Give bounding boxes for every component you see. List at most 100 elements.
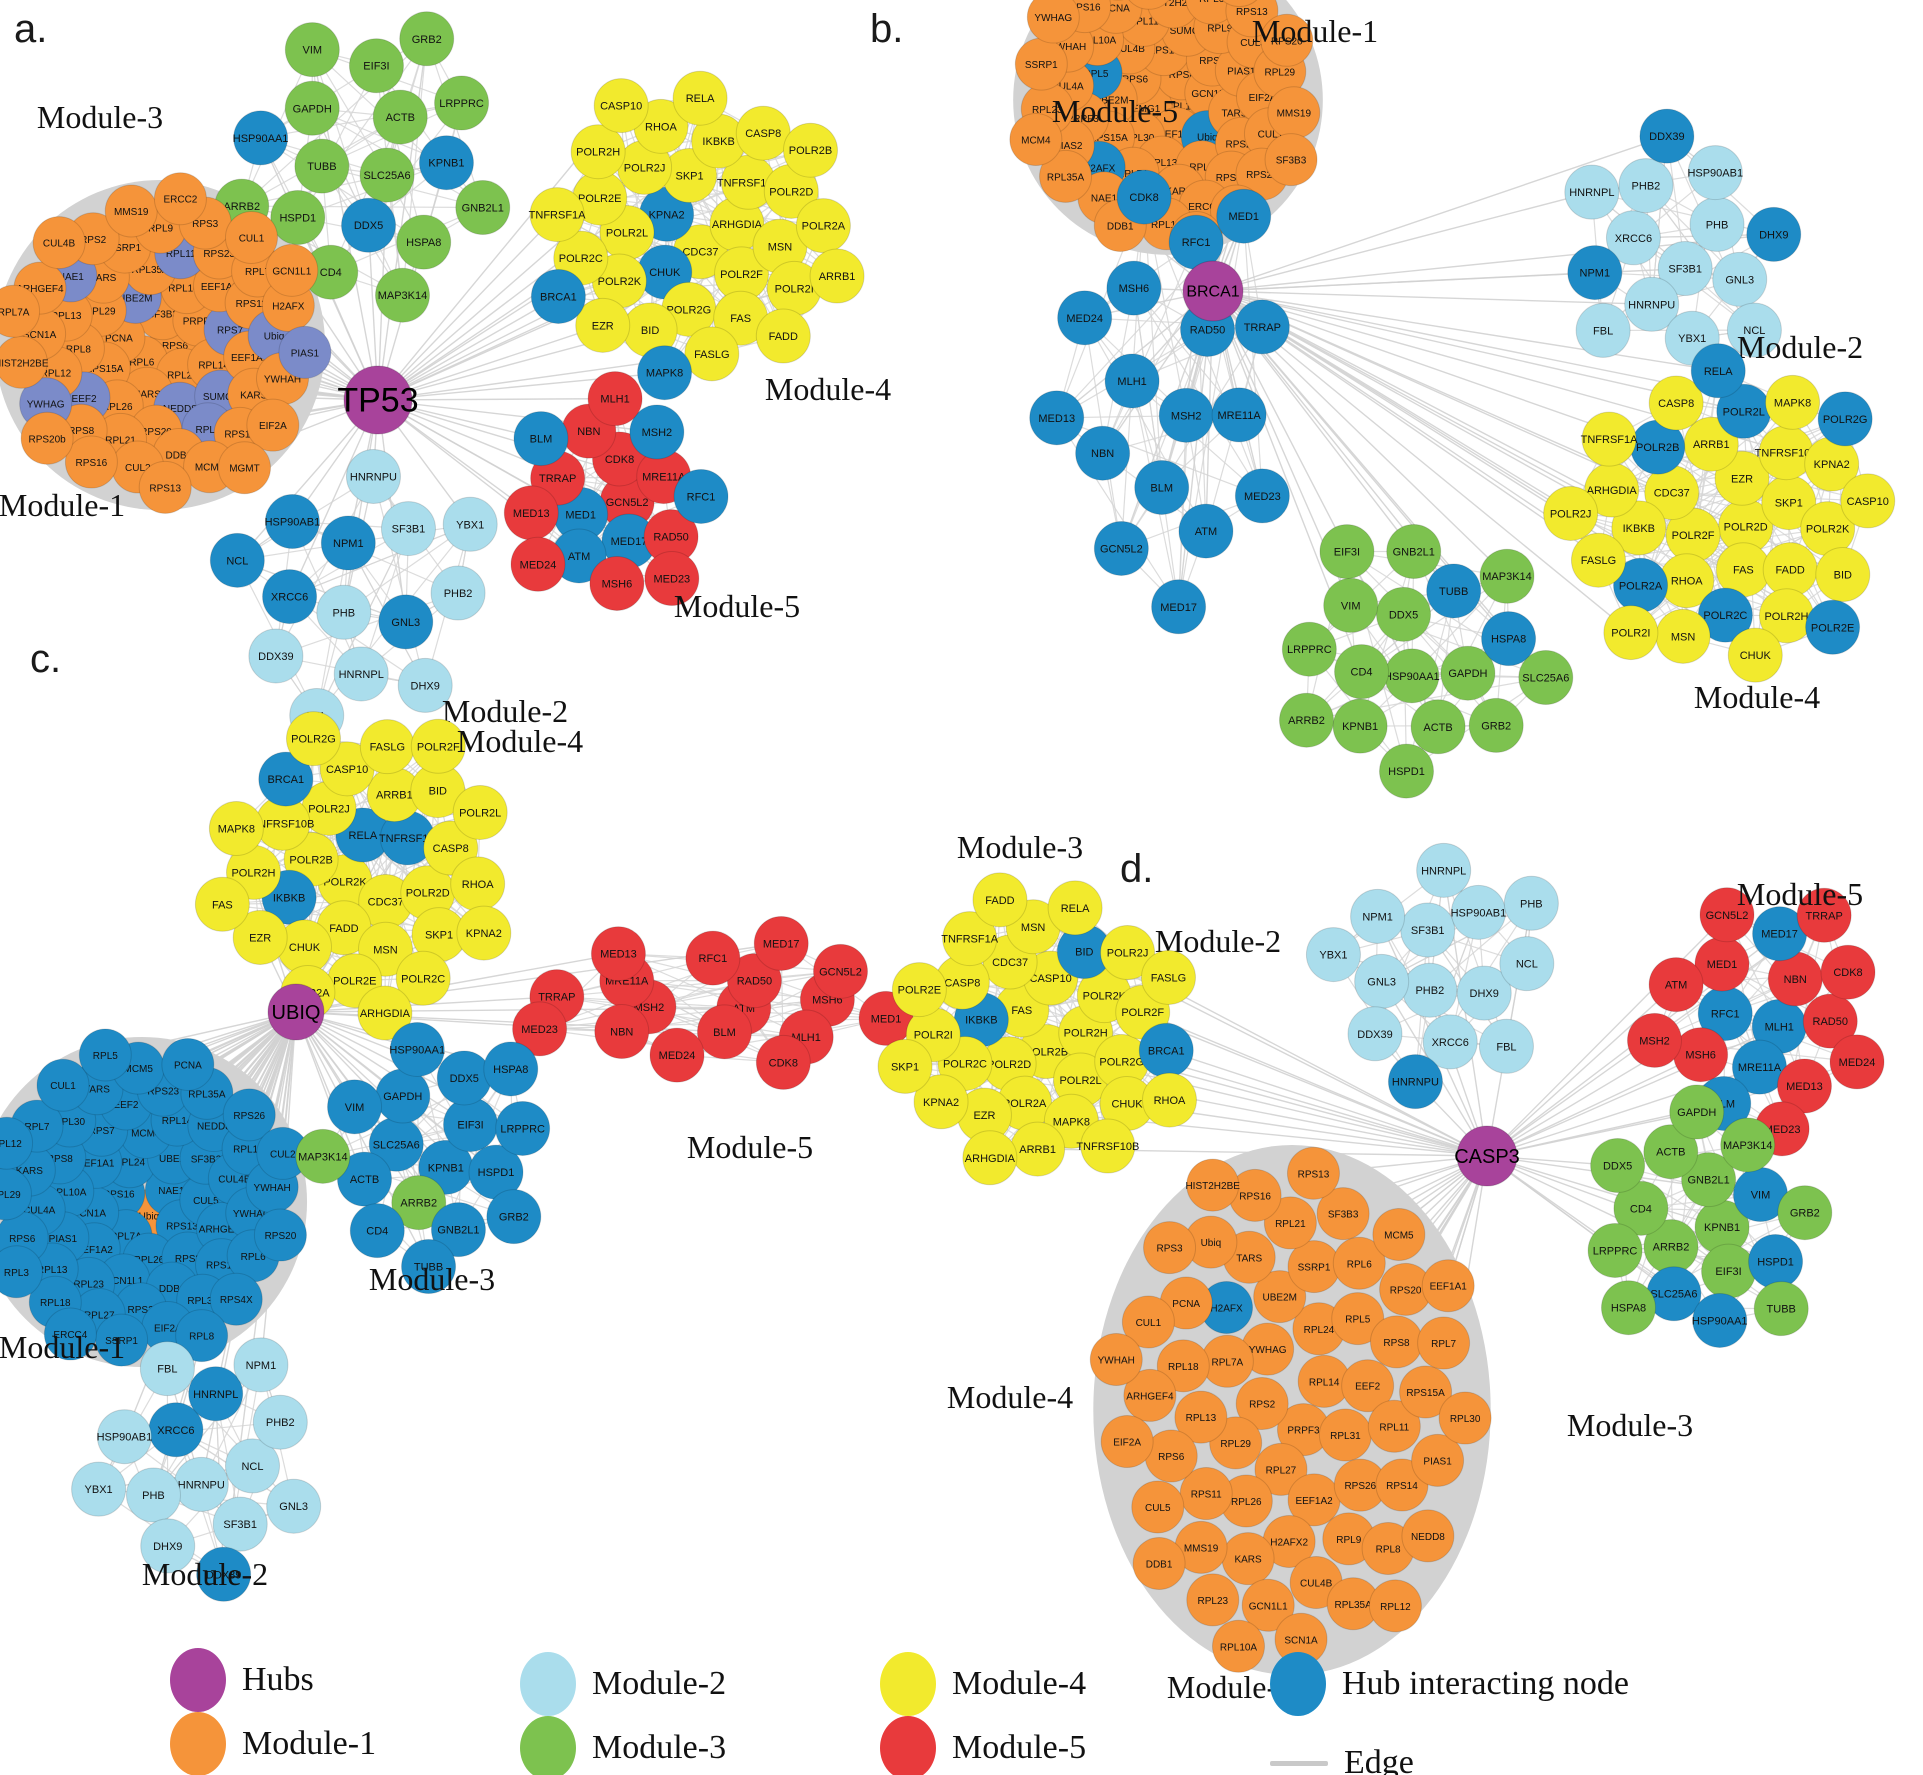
node-label: MLH1 — [1117, 376, 1146, 388]
node-label: MCM4 — [195, 463, 225, 474]
node-label: HARS — [133, 389, 161, 400]
node-label: GAPDH — [293, 103, 332, 115]
node-label: EIF3I — [457, 1120, 483, 1132]
node-label: FAS — [730, 313, 751, 325]
node-label: FADD — [769, 331, 798, 343]
node — [232, 909, 288, 965]
node-label: HNRNPU — [1628, 299, 1675, 311]
node — [1438, 1391, 1492, 1445]
node — [1581, 411, 1637, 467]
node-label: ATM — [1665, 980, 1687, 992]
node — [327, 1079, 383, 1135]
node-label: POLR2I — [914, 1030, 953, 1042]
legend-label: Module-4 — [952, 1665, 1087, 1702]
module-2-swatch — [520, 1652, 576, 1716]
node-label: RPL8 — [1189, 163, 1214, 174]
node — [1411, 1433, 1465, 1487]
legend-item-hub-interacting-node: Hub interacting node — [1270, 1652, 1629, 1716]
node-label: Ubiq — [139, 1212, 160, 1223]
node-label: POLR2B — [289, 854, 332, 866]
node-label: POLR2E — [578, 193, 621, 205]
node-label: ATM — [568, 551, 590, 563]
node-label: RPS13 — [166, 1222, 198, 1233]
node-label: SF3B1 — [1411, 925, 1445, 937]
node-label: NEDD8 — [1411, 1532, 1445, 1543]
node — [32, 216, 86, 270]
node-label: RPL13 — [51, 311, 82, 322]
node — [1815, 547, 1871, 603]
node — [1367, 1399, 1421, 1453]
node-label: RPS20 — [140, 427, 172, 438]
node-label: MED1 — [565, 509, 596, 521]
node-label: RPS23 — [147, 1086, 179, 1097]
node-label: CUL1 — [1136, 1318, 1162, 1329]
edge — [1361, 575, 1508, 673]
node-label: RPS16 — [103, 1189, 135, 1200]
node-label: SF3B1 — [392, 524, 426, 536]
node-label: BLM — [713, 1027, 736, 1039]
node — [430, 565, 486, 621]
node-label: PRPF3 — [1287, 1426, 1320, 1437]
node — [684, 326, 740, 382]
node — [1264, 133, 1318, 187]
node-label: EEF2 — [1355, 1382, 1380, 1393]
node-label: H2AFX — [1083, 163, 1116, 174]
node-label: CASP10 — [1847, 496, 1889, 508]
node-label: RPS8 — [68, 426, 95, 437]
module-label: Module-4 — [1694, 679, 1820, 715]
node-label: POLR2A — [1619, 580, 1663, 592]
node-label: RHOA — [462, 879, 494, 891]
node-label: FASLG — [1581, 555, 1616, 567]
node — [593, 78, 649, 134]
node-label: POLR2J — [308, 803, 350, 815]
node-label: MSH6 — [602, 578, 633, 590]
node — [570, 124, 626, 180]
node-label: POLR2F — [720, 269, 763, 281]
node-label: YWHAG — [27, 400, 65, 411]
node — [649, 1027, 705, 1083]
node-label: RPL24 — [1304, 1325, 1335, 1336]
node-label: RPL12 — [1151, 220, 1182, 231]
module-module-3: SLC25A6 TUBB ACTB DDX5 GAPDH KPNB1 HSPD1 EIF3I H… — [214, 11, 511, 323]
node-label: TNFRSF1A — [1581, 434, 1639, 446]
module-label: Module-3 — [957, 829, 1083, 865]
node-label: MED24 — [520, 559, 557, 571]
edge — [292, 520, 459, 594]
node — [1410, 699, 1466, 755]
node-label: POLR2L — [1059, 1075, 1101, 1087]
node-label: NAE1 — [158, 1186, 185, 1197]
node-label: CUL4B — [1113, 44, 1146, 55]
node-label: HSPD1 — [1757, 1257, 1794, 1269]
node-label: BRCA1 — [267, 774, 304, 786]
node — [401, 1239, 457, 1295]
node — [217, 441, 271, 495]
node-label: POLR2K — [323, 877, 367, 889]
node-label: RPS20b — [29, 434, 67, 445]
node-label: RPS2 — [128, 1305, 155, 1316]
hub-edge — [343, 399, 379, 613]
edge-swatch — [1270, 1760, 1328, 1766]
node — [209, 532, 265, 588]
node-label: RPL30 — [1450, 1414, 1481, 1425]
node-label: CASP8 — [944, 977, 980, 989]
node-label: HSP90AA1 — [1692, 1315, 1748, 1327]
node-label: POLR2K — [1083, 991, 1127, 1003]
node-label: VIM — [303, 45, 323, 57]
node-label: SLC25A6 — [373, 1139, 420, 1151]
node — [285, 711, 341, 767]
node-label: HSP90AB1 — [1687, 168, 1743, 180]
node — [594, 1004, 650, 1060]
node-label: BID — [641, 325, 659, 337]
hub-edge — [1212, 290, 1547, 679]
node-label: YWHAG — [1034, 13, 1072, 24]
node-label: DHX9 — [1759, 229, 1788, 241]
node — [1422, 1014, 1478, 1070]
edge — [153, 1364, 262, 1496]
node — [452, 784, 508, 840]
node-label: PHB — [1520, 898, 1543, 910]
node-label: RPS13 — [149, 483, 181, 494]
node-label: BLM — [530, 434, 553, 446]
node-label: RPS8 — [1383, 1338, 1410, 1349]
node-label: HSP90AB1 — [265, 517, 321, 529]
hub-edge — [295, 1011, 471, 1126]
